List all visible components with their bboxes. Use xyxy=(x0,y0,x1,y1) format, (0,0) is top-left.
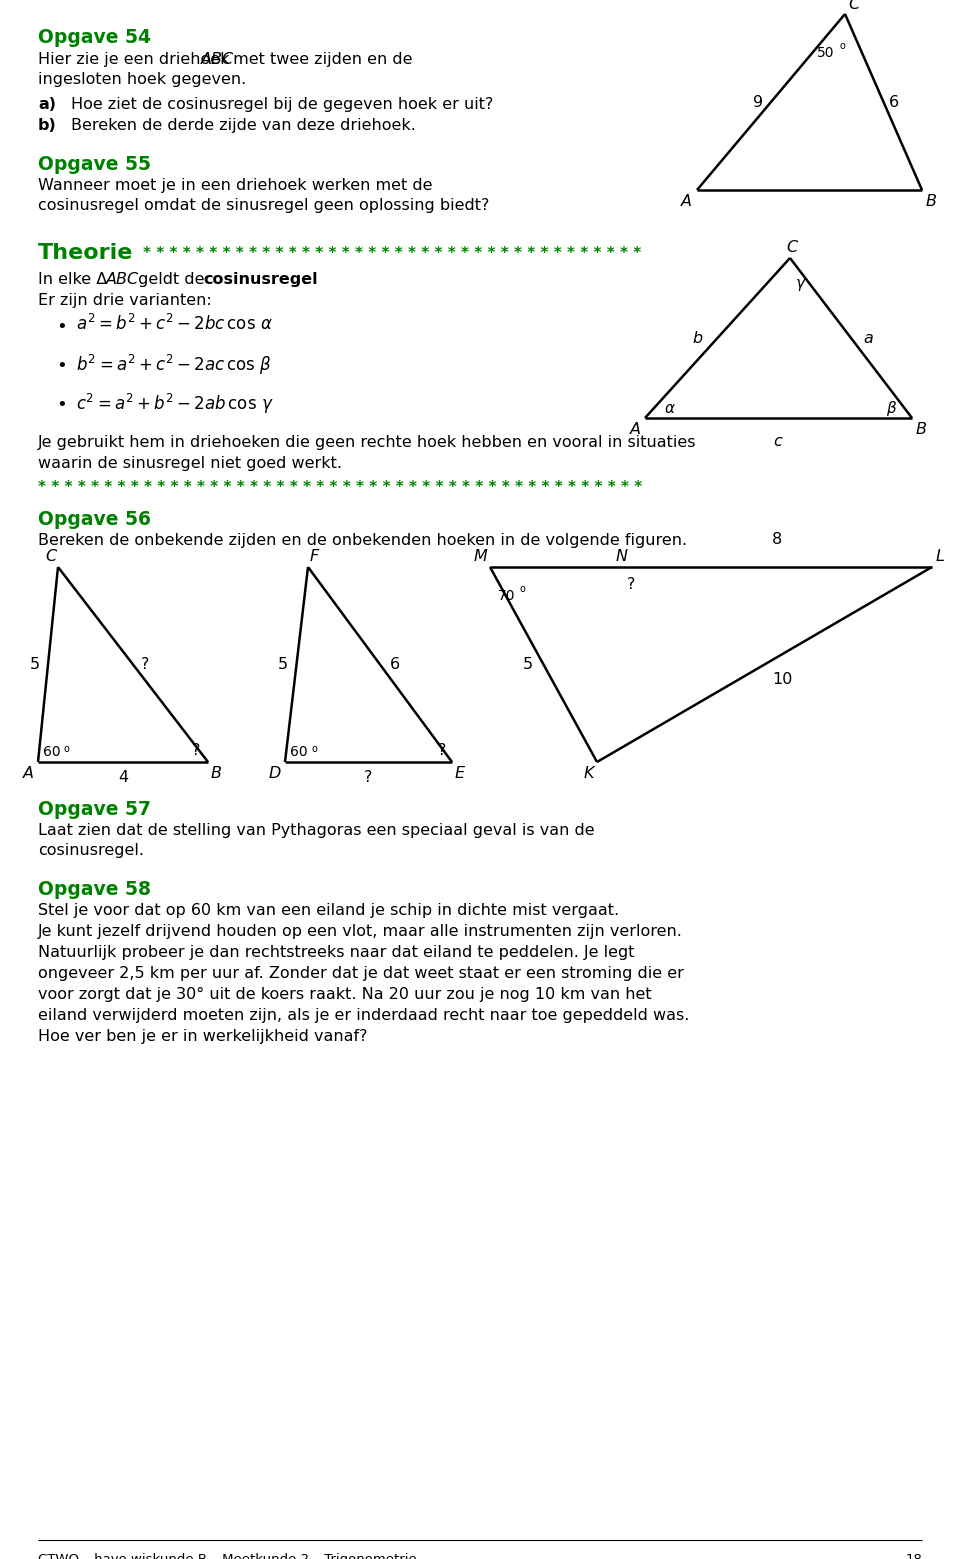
Text: 8: 8 xyxy=(772,532,782,547)
Text: ongeveer 2,5 km per uur af. Zonder dat je dat weet staat er een stroming die er: ongeveer 2,5 km per uur af. Zonder dat j… xyxy=(38,967,684,981)
Text: * * * * * * * * * * * * * * * * * * * * * * * * * * * * * * * * * * * * * * * * : * * * * * * * * * * * * * * * * * * * * … xyxy=(38,480,647,496)
Text: 10: 10 xyxy=(772,672,792,686)
Text: Bereken de onbekende zijden en de onbekenden hoeken in de volgende figuren.: Bereken de onbekende zijden en de onbeke… xyxy=(38,533,687,549)
Text: K: K xyxy=(584,765,594,781)
Text: γ: γ xyxy=(796,276,805,292)
Text: ingesloten hoek gegeven.: ingesloten hoek gegeven. xyxy=(38,72,247,87)
Text: Bereken de derde zijde van deze driehoek.: Bereken de derde zijde van deze driehoek… xyxy=(71,118,416,133)
Text: c: c xyxy=(774,433,782,449)
Text: .: . xyxy=(301,271,306,287)
Text: β: β xyxy=(886,401,896,416)
Text: F: F xyxy=(310,549,320,564)
Text: 60: 60 xyxy=(290,745,307,759)
Text: ABC: ABC xyxy=(201,51,234,67)
Text: o: o xyxy=(311,744,317,755)
Text: 5: 5 xyxy=(30,656,40,672)
Text: $a^2 = b^2 + c^2 - 2bc\,\cos\,\alpha$: $a^2 = b^2 + c^2 - 2bc\,\cos\,\alpha$ xyxy=(76,313,273,334)
Text: Natuurlijk probeer je dan rechtstreeks naar dat eiland te peddelen. Je legt: Natuurlijk probeer je dan rechtstreeks n… xyxy=(38,945,635,960)
Text: eiland verwijderd moeten zijn, als je er inderdaad recht naar toe gepeddeld was.: eiland verwijderd moeten zijn, als je er… xyxy=(38,1009,689,1023)
Text: Hoe ver ben je er in werkelijkheid vanaf?: Hoe ver ben je er in werkelijkheid vanaf… xyxy=(38,1029,368,1045)
Text: Opgave 56: Opgave 56 xyxy=(38,510,151,529)
Text: 60: 60 xyxy=(43,745,60,759)
Text: 50: 50 xyxy=(817,47,834,59)
Text: voor zorgt dat je 30° uit de koers raakt. Na 20 uur zou je nog 10 km van het: voor zorgt dat je 30° uit de koers raakt… xyxy=(38,987,652,1002)
Text: Er zijn drie varianten:: Er zijn drie varianten: xyxy=(38,293,212,309)
Text: waarin de sinusregel niet goed werkt.: waarin de sinusregel niet goed werkt. xyxy=(38,455,342,471)
Text: Opgave 55: Opgave 55 xyxy=(38,154,151,175)
Text: b: b xyxy=(693,331,703,346)
Text: L: L xyxy=(936,549,945,564)
Text: 18: 18 xyxy=(905,1553,922,1559)
Text: 6: 6 xyxy=(889,95,900,109)
Text: E: E xyxy=(455,765,466,781)
Text: B: B xyxy=(916,422,927,437)
Text: C: C xyxy=(786,240,798,256)
Text: cosinusregel.: cosinusregel. xyxy=(38,843,144,857)
Text: C: C xyxy=(848,0,859,12)
Text: •: • xyxy=(56,396,67,415)
Text: o: o xyxy=(520,585,526,594)
Text: Hier zie je een driehoek: Hier zie je een driehoek xyxy=(38,51,234,67)
Text: ?: ? xyxy=(364,770,372,786)
Text: Opgave 54: Opgave 54 xyxy=(38,28,151,47)
Text: D: D xyxy=(269,765,281,781)
Text: In elke Δ: In elke Δ xyxy=(38,271,108,287)
Text: Stel je voor dat op 60 km van een eiland je schip in dichte mist vergaat.: Stel je voor dat op 60 km van een eiland… xyxy=(38,903,619,918)
Text: Je gebruikt hem in driehoeken die geen rechte hoek hebben en vooral in situaties: Je gebruikt hem in driehoeken die geen r… xyxy=(38,435,697,451)
Text: ?: ? xyxy=(438,744,446,758)
Text: Je kunt jezelf drijvend houden op een vlot, maar alle instrumenten zijn verloren: Je kunt jezelf drijvend houden op een vl… xyxy=(38,924,683,939)
Text: o: o xyxy=(64,744,70,755)
Text: geldt de: geldt de xyxy=(133,271,209,287)
Text: 5: 5 xyxy=(523,656,533,672)
Text: ?: ? xyxy=(627,577,636,592)
Text: * * * * * * * * * * * * * * * * * * * * * * * * * * * * * * * * * * * * * *: * * * * * * * * * * * * * * * * * * * * … xyxy=(143,246,646,260)
Text: B: B xyxy=(211,765,222,781)
Text: Opgave 58: Opgave 58 xyxy=(38,879,151,900)
Text: cosinusregel: cosinusregel xyxy=(203,271,318,287)
Text: •: • xyxy=(56,318,67,337)
Text: A: A xyxy=(681,193,692,209)
Text: a: a xyxy=(863,331,873,346)
Text: ABC: ABC xyxy=(106,271,139,287)
Text: 9: 9 xyxy=(753,95,763,109)
Text: Laat zien dat de stelling van Pythagoras een speciaal geval is van de: Laat zien dat de stelling van Pythagoras… xyxy=(38,823,594,839)
Text: 4: 4 xyxy=(118,770,128,786)
Text: A: A xyxy=(23,765,34,781)
Text: Hoe ziet de cosinusregel bij de gegeven hoek er uit?: Hoe ziet de cosinusregel bij de gegeven … xyxy=(71,97,493,112)
Text: 70: 70 xyxy=(498,589,516,603)
Text: Opgave 57: Opgave 57 xyxy=(38,800,151,818)
Text: •: • xyxy=(56,357,67,376)
Text: cosinusregel omdat de sinusregel geen oplossing biedt?: cosinusregel omdat de sinusregel geen op… xyxy=(38,198,490,214)
Text: $c^2 = a^2 + b^2 - 2ab\,\cos\,\gamma$: $c^2 = a^2 + b^2 - 2ab\,\cos\,\gamma$ xyxy=(76,391,274,416)
Text: b): b) xyxy=(38,118,57,133)
Text: N: N xyxy=(616,549,628,564)
Text: CTWO – havo wiskunde B – Meetkunde 2 – Trigonometrie: CTWO – havo wiskunde B – Meetkunde 2 – T… xyxy=(38,1553,417,1559)
Text: 6: 6 xyxy=(390,656,400,672)
Text: $b^2 = a^2 + c^2 - 2ac\,\cos\,\beta$: $b^2 = a^2 + c^2 - 2ac\,\cos\,\beta$ xyxy=(76,352,272,377)
Text: B: B xyxy=(926,193,937,209)
Text: met twee zijden en de: met twee zijden en de xyxy=(228,51,413,67)
Text: M: M xyxy=(473,549,487,564)
Text: A: A xyxy=(630,422,641,437)
Text: 5: 5 xyxy=(277,656,288,672)
Text: C: C xyxy=(45,549,56,564)
Text: Wanneer moet je in een driehoek werken met de: Wanneer moet je in een driehoek werken m… xyxy=(38,178,433,193)
Text: a): a) xyxy=(38,97,56,112)
Text: ?: ? xyxy=(192,744,200,758)
Text: ?: ? xyxy=(141,656,150,672)
Text: o: o xyxy=(839,41,845,51)
Text: Theorie: Theorie xyxy=(38,243,133,263)
Text: α: α xyxy=(665,401,675,416)
